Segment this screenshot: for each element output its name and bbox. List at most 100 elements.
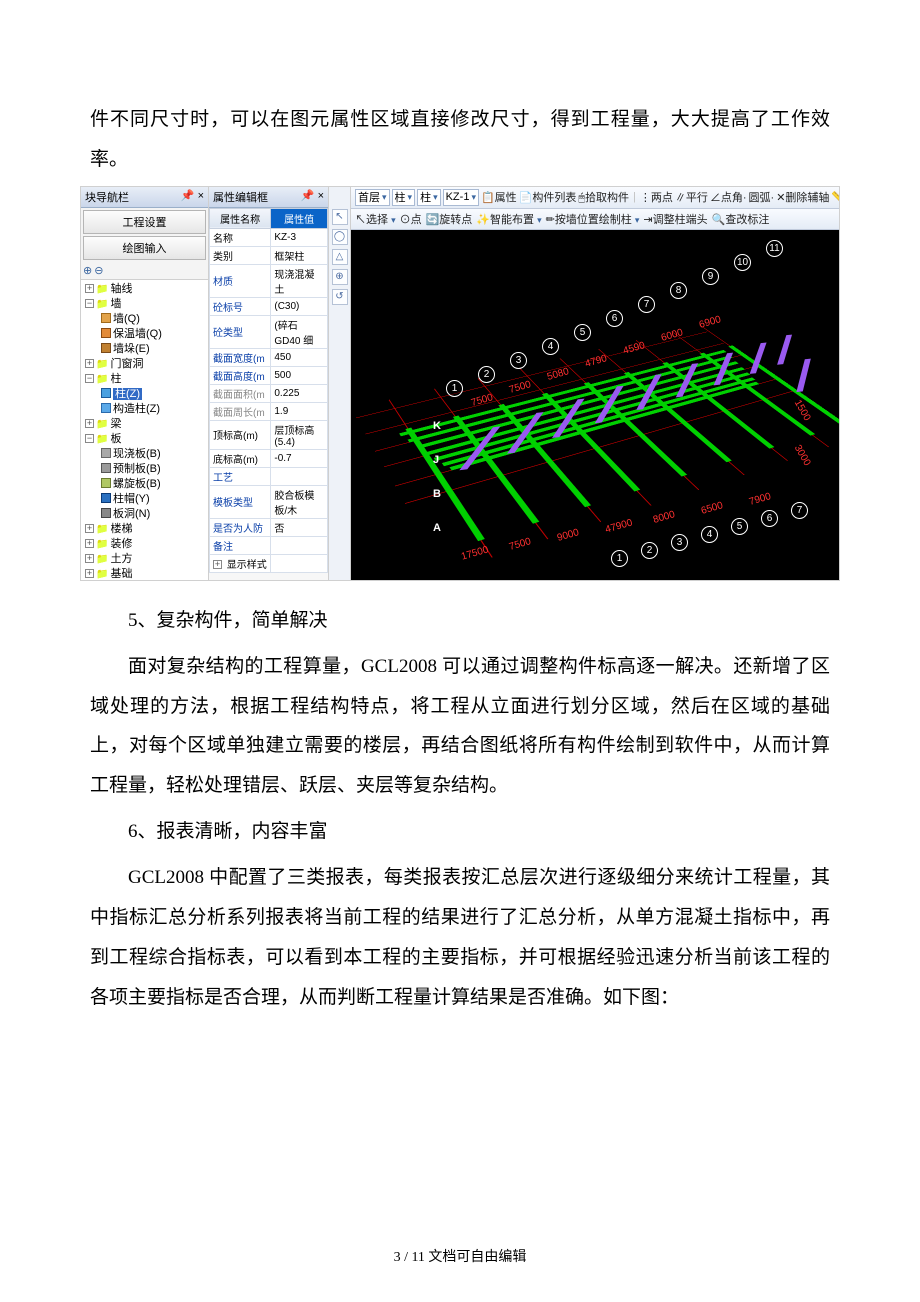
tree-earth[interactable]: 土方 [96,553,132,565]
property-row[interactable]: 备注 [210,536,328,554]
twopoint-button[interactable]: ⋮两点 [640,189,673,205]
nav-mini-toolbar: ⊕ ⊖ [81,264,208,279]
intro-paragraph: 件不同尺寸时，可以在图元属性区域直接修改尺寸，得到工程量，大大提高了工作效率。 [90,100,830,180]
pick-button[interactable]: 🖱拾取构件 [578,189,629,205]
property-panel: 属性编辑框 📌 × 属性名称 属性值 名称KZ-3类别框架柱材质现浇混凝土砼标号… [209,187,329,580]
tree-deco[interactable]: 装修 [96,538,132,550]
adjust-tool[interactable]: ⇥调整柱端头 [643,211,707,227]
tree-wall-ins[interactable]: 保温墙(Q) [113,328,162,340]
tree-slab-s[interactable]: 螺旋板(B) [113,478,161,490]
property-row[interactable]: 材质现浇混凝土 [210,264,328,297]
tree-column[interactable]: 柱 [96,373,121,385]
arc-button[interactable]: 圆弧· [749,189,775,205]
tree-wall[interactable]: 墙 [96,298,121,310]
nav-title-bar: 块导航栏 📌 × [81,187,208,208]
property-row[interactable]: 名称KZ-3 [210,228,328,246]
tree-slab[interactable]: 板 [96,433,121,445]
property-row[interactable]: 工艺 [210,467,328,485]
draw-input-button[interactable]: 绘图输入 [83,236,206,260]
tree-slab-b[interactable]: 现浇板(B) [113,448,161,460]
subcat-combo[interactable]: 柱▾ [417,189,441,206]
top-toolbar-2: ↖选择 ▾ ⊙点 🔄旋转点 ✨智能布置 ▾ ✏按墙位置绘制柱 ▾ ⇥调整柱端头 … [351,209,839,230]
section6-body: GCL2008 中配置了三类报表，每类报表按汇总层次进行逐级细分来统计工程量，其… [90,858,830,1018]
list-button[interactable]: 📄构件列表 [519,189,577,205]
smart-tool[interactable]: ✨智能布置 ▾ [476,211,541,227]
property-row[interactable]: 是否为人防否 [210,518,328,536]
section5-title: 5、复杂构件，简单解决 [90,601,830,641]
canvas-area: 首层▾ 柱▾ 柱▾ KZ-1▾ 📋属性 📄构件列表 🖱拾取构件 | ⋮两点 ∥平… [351,187,839,580]
tree-beam[interactable]: 梁 [96,418,121,430]
vtool-icon[interactable]: ⊕ [332,269,348,285]
axis-bubble: 7 [791,502,808,519]
page-footer: 3 / 11 文档可自由编辑 [0,1246,920,1266]
nav-pin-icon[interactable]: 📌 × [181,189,204,205]
mark-tool[interactable]: 🔍查改标注 [712,211,770,227]
bywall-tool[interactable]: ✏按墙位置绘制柱 ▾ [546,211,640,227]
vtool-icon[interactable]: △ [332,249,348,265]
top-toolbar-1: 首层▾ 柱▾ 柱▾ KZ-1▾ 📋属性 📄构件列表 🖱拾取构件 | ⋮两点 ∥平… [351,187,839,209]
axis-bubble: 2 [641,542,658,559]
property-row[interactable]: 截面高度(m500 [210,366,328,384]
parallel-button[interactable]: ∥平行 [675,189,708,205]
axis-bubble: 7 [638,296,655,313]
axis-bubble: 10 [734,254,751,271]
collapse-icon[interactable]: ⊖ [94,264,103,277]
software-screenshot: 块导航栏 📌 × 工程设置 绘图输入 ⊕ ⊖ +轴线 −墙 墙(Q) 保温墙(Q… [80,186,840,581]
property-row[interactable]: 砼类型(碎石 GD40 细 [210,315,328,348]
tree-opening[interactable]: 门窗洞 [96,358,143,370]
axis-bubble: 4 [701,526,718,543]
nav-panel: 块导航栏 📌 × 工程设置 绘图输入 ⊕ ⊖ +轴线 −墙 墙(Q) 保温墙(Q… [81,187,209,580]
axis-bubble: 1 [611,550,628,567]
tree-wall-q[interactable]: 墙(Q) [113,313,140,325]
attr-button[interactable]: 📋属性 [481,189,517,205]
property-row[interactable]: 顶标高(m)层顶标高(5.4) [210,420,328,449]
axis-bubble: 3 [671,534,688,551]
floor-combo[interactable]: 首层▾ [355,189,390,206]
axis-bubble: 4 [542,338,559,355]
expand-icon[interactable]: ⊕ [83,264,92,277]
property-row[interactable]: 砼标号(C30) [210,297,328,315]
property-row[interactable]: 模板类型胶合板模板/木 [210,485,328,518]
vtool-icon[interactable]: ↖ [332,209,348,225]
property-row[interactable]: 底标高(m)-0.7 [210,449,328,467]
prop-head-name: 属性名称 [210,208,271,228]
axis-bubble: 6 [606,310,623,327]
component-combo[interactable]: KZ-1▾ [443,189,479,206]
tree-col-c[interactable]: 构造柱(Z) [113,403,160,415]
property-row[interactable]: 截面周长(m1.9 [210,402,328,420]
tree-hole[interactable]: 板洞(N) [113,508,150,520]
ptangle-button[interactable]: ∠点角· [710,189,747,205]
point-tool[interactable]: ⊙点 [400,211,422,227]
tree-stair[interactable]: 楼梯 [96,523,132,535]
tree-axis[interactable]: 轴线 [96,283,132,295]
select-tool[interactable]: ↖选择 ▾ [355,211,396,227]
prop-pin-icon[interactable]: 📌 × [301,189,324,205]
delaux-button[interactable]: ✕删除辅轴 [776,189,829,205]
project-settings-button[interactable]: 工程设置 [83,210,206,234]
ruler-button[interactable]: 📏尺 [831,189,839,205]
component-tree[interactable]: +轴线 −墙 墙(Q) 保温墙(Q) 墙垛(E) +门窗洞 −柱 柱(Z) 构造… [81,279,208,580]
property-row[interactable]: + 显示样式 [210,554,328,572]
property-row[interactable]: 类别框架柱 [210,246,328,264]
rotate-tool[interactable]: 🔄旋转点 [426,211,473,227]
property-table[interactable]: 属性名称 属性值 名称KZ-3类别框架柱材质现浇混凝土砼标号(C30)砼类型(碎… [209,208,328,573]
axis-bubble: 6 [761,510,778,527]
prop-head-val: 属性值 [271,208,328,228]
tree-slab-p[interactable]: 预制板(B) [113,463,161,475]
property-row[interactable]: 截面宽度(m450 [210,348,328,366]
tree-cap[interactable]: 柱帽(Y) [113,493,150,505]
section6-title: 6、报表清晰，内容丰富 [90,812,830,852]
vtool-icon[interactable]: ↺ [332,289,348,305]
axis-bubble: 9 [702,268,719,285]
model-viewport[interactable]: 12345678910111234567KJBA7500750050804790… [351,230,839,580]
axis-bubble: 11 [766,240,783,257]
section5-body: 面对复杂结构的工程算量，GCL2008 可以通过调整构件标高逐一解决。还新增了区… [90,647,830,807]
category-combo[interactable]: 柱▾ [392,189,416,206]
tree-found[interactable]: 基础 [96,568,132,580]
tree-col-z[interactable]: 柱(Z) [113,388,142,400]
prop-title: 属性编辑框 [213,189,268,205]
tree-wall-slot[interactable]: 墙垛(E) [113,343,150,355]
axis-bubble: 5 [731,518,748,535]
property-row[interactable]: 截面面积(m0.225 [210,384,328,402]
vtool-icon[interactable]: ◯ [332,229,348,245]
